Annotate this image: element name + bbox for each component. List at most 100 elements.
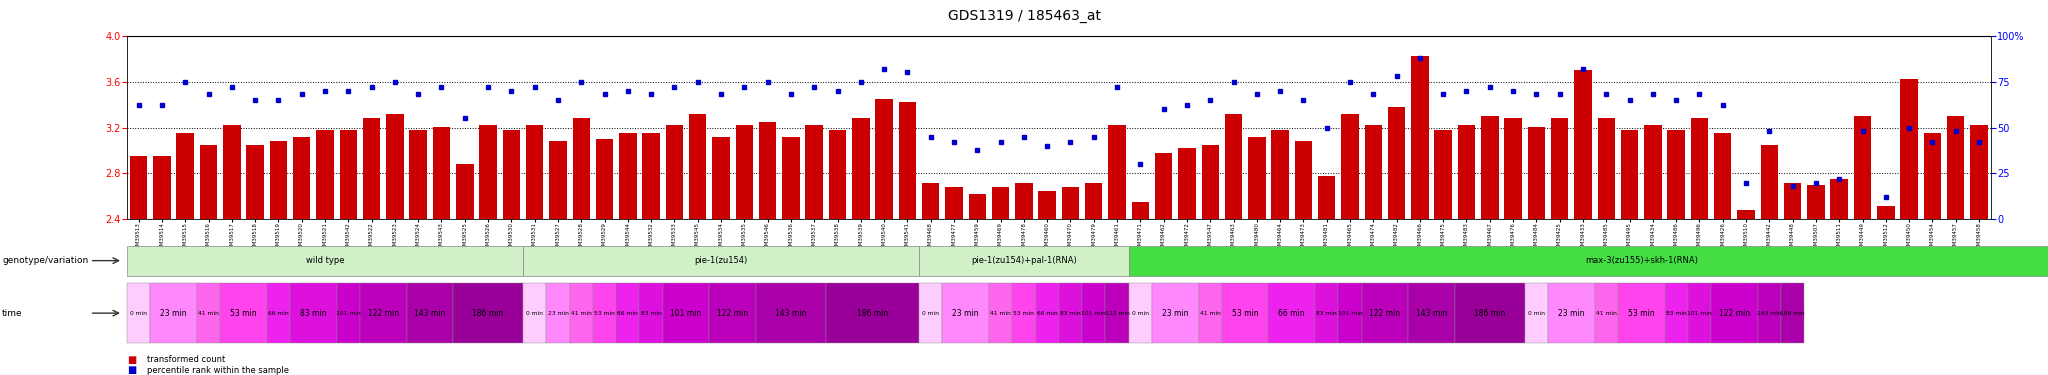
Bar bbox=[1411, 56, 1430, 219]
Text: 122 min: 122 min bbox=[1104, 310, 1130, 316]
Text: 66 min: 66 min bbox=[1036, 310, 1057, 316]
Bar bbox=[1923, 133, 1942, 219]
Bar bbox=[805, 125, 823, 219]
Bar bbox=[526, 125, 543, 219]
Bar bbox=[1458, 125, 1475, 219]
Text: 41 min: 41 min bbox=[1595, 310, 1616, 316]
Bar bbox=[1901, 79, 1917, 219]
Bar bbox=[1761, 145, 1778, 219]
Bar bbox=[735, 125, 754, 219]
Bar bbox=[129, 156, 147, 219]
Bar bbox=[432, 128, 451, 219]
Text: 101 min: 101 min bbox=[1688, 310, 1712, 316]
Bar bbox=[223, 125, 240, 219]
Bar bbox=[666, 125, 684, 219]
Bar bbox=[713, 136, 729, 219]
Text: pie-1(zu154)+pal-1(RNA): pie-1(zu154)+pal-1(RNA) bbox=[971, 256, 1077, 265]
Bar bbox=[899, 102, 915, 219]
Bar bbox=[1528, 128, 1544, 219]
Text: 122 min: 122 min bbox=[1370, 309, 1401, 318]
Text: 143 min: 143 min bbox=[414, 309, 446, 318]
Text: 0 min: 0 min bbox=[1528, 310, 1544, 316]
Text: 53 min: 53 min bbox=[1231, 309, 1260, 318]
Bar bbox=[340, 130, 356, 219]
Bar bbox=[176, 133, 195, 219]
Text: 122 min: 122 min bbox=[1718, 309, 1749, 318]
Bar bbox=[1178, 148, 1196, 219]
Bar bbox=[782, 136, 799, 219]
Bar bbox=[643, 133, 659, 219]
Bar bbox=[1319, 176, 1335, 219]
Bar bbox=[1202, 145, 1219, 219]
Bar bbox=[410, 130, 426, 219]
Text: 143 min: 143 min bbox=[1415, 309, 1448, 318]
Text: genotype/variation: genotype/variation bbox=[2, 256, 88, 265]
Text: ■: ■ bbox=[127, 355, 137, 365]
Text: 53 min: 53 min bbox=[229, 309, 256, 318]
Text: 101 min: 101 min bbox=[670, 309, 702, 318]
Bar bbox=[1831, 179, 1847, 219]
Text: 143 min: 143 min bbox=[776, 309, 807, 318]
Text: 0 min: 0 min bbox=[922, 310, 940, 316]
Bar bbox=[1737, 210, 1755, 219]
Text: 66 min: 66 min bbox=[1278, 309, 1305, 318]
Text: 143 min: 143 min bbox=[1757, 310, 1782, 316]
Text: 186 min: 186 min bbox=[1475, 309, 1505, 318]
Bar bbox=[1341, 114, 1358, 219]
Text: 41 min: 41 min bbox=[989, 310, 1012, 316]
Bar bbox=[760, 122, 776, 219]
Bar bbox=[1389, 107, 1405, 219]
Text: ■: ■ bbox=[127, 366, 137, 375]
Bar bbox=[1085, 183, 1102, 219]
Text: 23 min: 23 min bbox=[547, 310, 569, 316]
Bar bbox=[969, 194, 985, 219]
Bar bbox=[1597, 118, 1616, 219]
Text: 66 min: 66 min bbox=[268, 310, 289, 316]
Text: 23 min: 23 min bbox=[952, 309, 979, 318]
Bar bbox=[1784, 183, 1802, 219]
Bar bbox=[596, 139, 612, 219]
Text: 23 min: 23 min bbox=[1161, 309, 1188, 318]
Text: 83 min: 83 min bbox=[1317, 310, 1337, 316]
Text: 66 min: 66 min bbox=[616, 310, 639, 316]
Text: 101 min: 101 min bbox=[1337, 310, 1362, 316]
Text: 53 min: 53 min bbox=[1014, 310, 1034, 316]
Text: pie-1(zu154): pie-1(zu154) bbox=[694, 256, 748, 265]
Text: max-3(zu155)+skh-1(RNA): max-3(zu155)+skh-1(RNA) bbox=[1585, 256, 1698, 265]
Text: 83 min: 83 min bbox=[301, 309, 326, 318]
Text: 41 min: 41 min bbox=[1200, 310, 1221, 316]
Bar bbox=[387, 114, 403, 219]
Text: 0 min: 0 min bbox=[131, 310, 147, 316]
Bar bbox=[852, 118, 870, 219]
Bar bbox=[1155, 153, 1171, 219]
Text: wild type: wild type bbox=[305, 256, 344, 265]
Bar bbox=[1481, 116, 1499, 219]
Text: 186 min: 186 min bbox=[473, 309, 504, 318]
Bar bbox=[502, 130, 520, 219]
Text: 186 min: 186 min bbox=[1780, 310, 1804, 316]
Text: 83 min: 83 min bbox=[1665, 310, 1688, 316]
Bar bbox=[874, 99, 893, 219]
Text: 122 min: 122 min bbox=[369, 309, 399, 318]
Bar bbox=[1714, 133, 1731, 219]
Bar bbox=[1948, 116, 1964, 219]
Bar bbox=[270, 141, 287, 219]
Bar bbox=[1970, 125, 1989, 219]
Bar bbox=[1575, 70, 1591, 219]
Bar bbox=[1806, 185, 1825, 219]
Bar bbox=[315, 130, 334, 219]
Text: percentile rank within the sample: percentile rank within the sample bbox=[147, 366, 289, 375]
Text: 23 min: 23 min bbox=[1559, 309, 1585, 318]
Text: 0 min: 0 min bbox=[526, 310, 543, 316]
Bar bbox=[1645, 125, 1661, 219]
Bar bbox=[946, 187, 963, 219]
Text: transformed count: transformed count bbox=[147, 356, 225, 364]
Text: 0 min: 0 min bbox=[1133, 310, 1149, 316]
Bar bbox=[688, 114, 707, 219]
Bar bbox=[1272, 130, 1288, 219]
Bar bbox=[362, 118, 381, 219]
Bar bbox=[1364, 125, 1382, 219]
Bar bbox=[1853, 116, 1872, 219]
Bar bbox=[922, 183, 940, 219]
Text: 186 min: 186 min bbox=[856, 309, 889, 318]
